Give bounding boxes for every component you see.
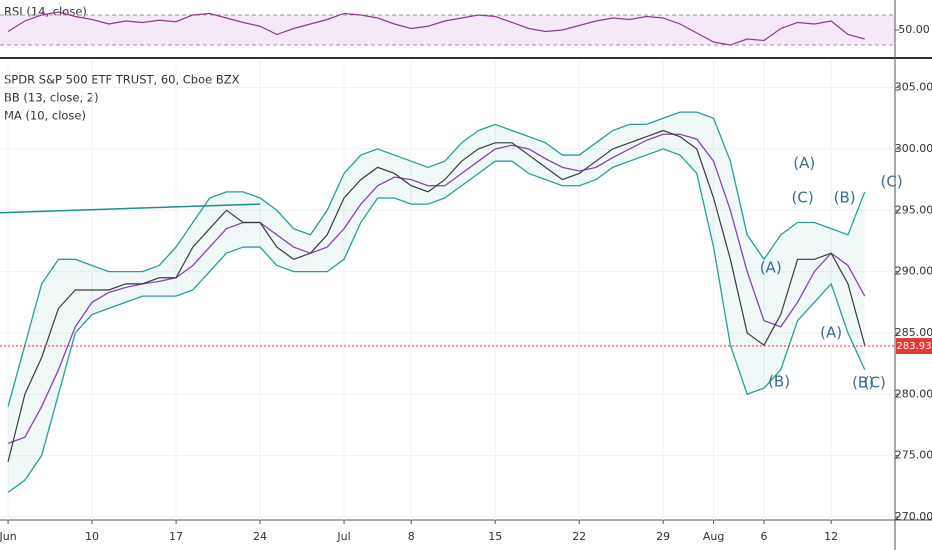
y-tick-label: 290.00 <box>895 265 932 278</box>
wave-label: (B) <box>768 373 790 391</box>
y-tick-label: 295.00 <box>895 203 932 216</box>
series-line <box>7 148 866 493</box>
price-label-box <box>896 338 932 355</box>
x-tick-label: 22 <box>572 530 586 543</box>
wave-label: (A) <box>760 258 782 276</box>
y-tick-label: 270.00 <box>895 510 932 523</box>
series-line <box>7 111 866 407</box>
indicator-ma: MA (10, close) <box>4 109 86 123</box>
y-tick-label: 300.00 <box>895 142 932 155</box>
bb-fill <box>8 112 865 493</box>
wave-label: (B) <box>852 374 874 392</box>
wave-label: (C) <box>864 374 886 392</box>
x-tick-label: Aug <box>703 530 724 543</box>
y-tick-label: 275.00 <box>895 449 932 462</box>
y-tick-label: 280.00 <box>895 387 932 400</box>
y-tick-label: 305.00 <box>895 81 932 94</box>
y-tick-label: 285.00 <box>895 326 932 339</box>
price-label: 283.93 <box>897 341 932 352</box>
x-tick-label: 10 <box>85 530 99 543</box>
wave-label: (B) <box>834 189 856 207</box>
x-tick-label: 8 <box>408 530 415 543</box>
wave-label: (C) <box>792 189 814 207</box>
x-tick-label: 24 <box>253 530 267 543</box>
x-tick-label: 6 <box>760 530 767 543</box>
x-tick-label: 15 <box>488 530 502 543</box>
trendline <box>0 203 261 214</box>
grid <box>0 60 895 520</box>
series-line <box>7 129 866 462</box>
wave-label: (A) <box>820 323 842 341</box>
wave-label: (A) <box>793 154 815 172</box>
x-tick-label: 29 <box>656 530 670 543</box>
x-tick-label: 12 <box>824 530 838 543</box>
x-tick-label: Jul <box>336 530 350 543</box>
x-tick-label: Jun <box>0 530 17 543</box>
wave-label: (C) <box>881 173 903 191</box>
x-tick-label: 17 <box>169 530 183 543</box>
rsi-line <box>7 11 865 46</box>
indicator-bb: BB (13, close, 2) <box>4 91 99 105</box>
rsi-y-tick-label: 50.00 <box>898 23 930 36</box>
chart-title: SPDR S&P 500 ETF TRUST, 60, Cboe BZX <box>4 73 240 87</box>
